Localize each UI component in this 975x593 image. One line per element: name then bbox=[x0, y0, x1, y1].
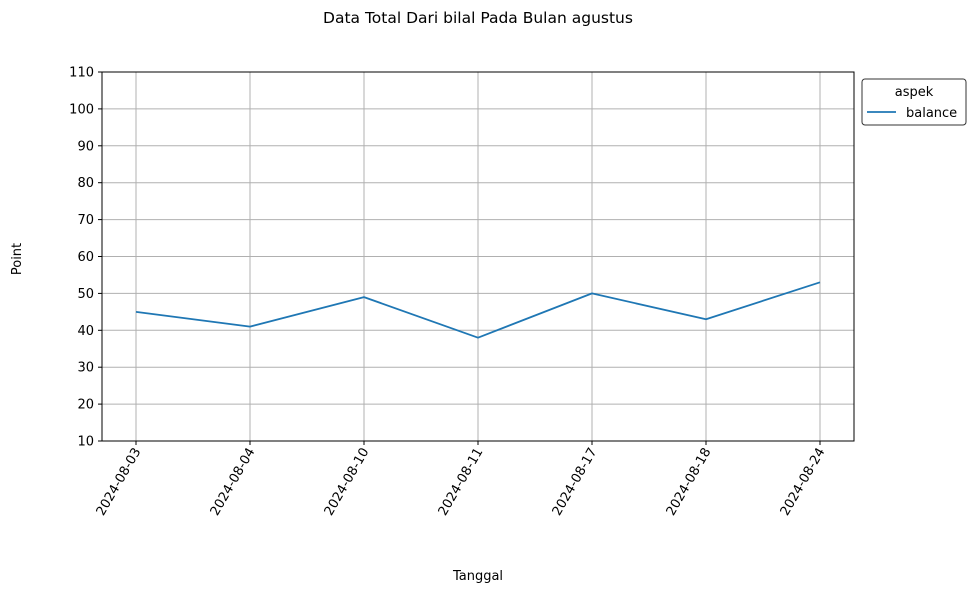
y-axis: 10 20 30 40 50 60 70 80 90 100 110 bbox=[69, 66, 102, 450]
y-tick-label: 30 bbox=[77, 361, 94, 376]
x-tick-label: 2024-08-24 bbox=[778, 446, 829, 519]
x-tick-label: 2024-08-04 bbox=[208, 446, 259, 519]
legend: aspek balance bbox=[861, 78, 967, 126]
y-axis-label: Point bbox=[10, 243, 25, 275]
y-tick-label: 100 bbox=[69, 102, 94, 117]
grid bbox=[102, 71, 854, 442]
y-tick-label: 10 bbox=[77, 435, 94, 450]
y-tick-label: 20 bbox=[77, 398, 94, 413]
y-tick-label: 90 bbox=[77, 139, 94, 154]
legend-title: aspek bbox=[895, 85, 934, 100]
y-tick-label: 50 bbox=[77, 287, 94, 302]
x-axis-label: Tanggal bbox=[452, 569, 503, 584]
y-tick-label: 80 bbox=[77, 176, 94, 191]
legend-entry-balance: balance bbox=[906, 106, 957, 121]
y-tick-label: 60 bbox=[77, 250, 94, 265]
x-tick-label: 2024-08-18 bbox=[664, 446, 715, 519]
y-tick-label: 70 bbox=[77, 213, 94, 228]
chart-title: Data Total Dari bilal Pada Bulan agustus bbox=[323, 9, 633, 27]
x-tick-label: 2024-08-03 bbox=[94, 446, 145, 519]
y-tick-label: 110 bbox=[69, 66, 94, 81]
x-tick-label: 2024-08-17 bbox=[550, 446, 601, 519]
x-axis: 2024-08-03 2024-08-04 2024-08-10 2024-08-11… bbox=[94, 441, 829, 519]
x-tick-label: 2024-08-11 bbox=[436, 446, 487, 519]
legend-box bbox=[861, 78, 967, 126]
x-tick-label: 2024-08-10 bbox=[322, 446, 373, 519]
y-tick-label: 40 bbox=[77, 324, 94, 339]
